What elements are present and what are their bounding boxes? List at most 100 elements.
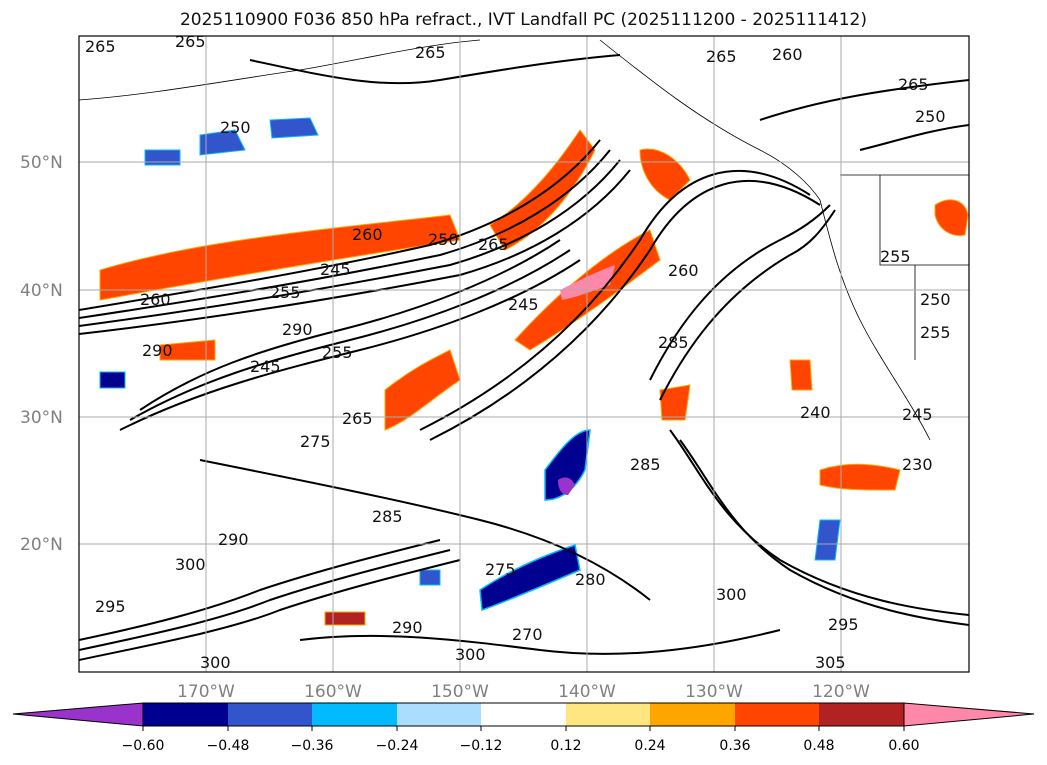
contour-label: 300 <box>716 585 747 604</box>
colorbar-segment <box>228 703 312 726</box>
lat-label-20n: 20°N <box>20 535 63 555</box>
coastline <box>79 39 481 101</box>
contour-line <box>199 459 651 601</box>
contour-label: 245 <box>902 405 933 424</box>
contour-label: 290 <box>142 341 173 360</box>
contour-line <box>119 259 581 431</box>
map-panel: 265 265 265 260 265 265 260 250 265 255 … <box>78 32 970 673</box>
contour-label: 275 <box>300 432 331 451</box>
contour-line <box>79 549 451 651</box>
contour-label: 285 <box>630 455 661 474</box>
contour-label: 265 <box>898 75 929 94</box>
coastline <box>819 199 931 441</box>
contour-line <box>649 204 831 381</box>
colorbar-segment <box>819 703 904 726</box>
contour-label: 300 <box>200 653 231 672</box>
colorbar-tick-label: 0.12 <box>550 738 581 754</box>
colorbar-tick-label: −0.36 <box>291 738 334 754</box>
contour-line <box>669 429 969 616</box>
lon-label-140w: 140°W <box>558 682 616 702</box>
colorbar-extend-high <box>903 702 1035 727</box>
contour-label: 290 <box>218 530 249 549</box>
contour-label: 260 <box>668 261 699 280</box>
contour-label: 290 <box>282 320 313 339</box>
shade-negative <box>144 149 181 166</box>
contour-line <box>759 79 969 121</box>
shade-negative <box>269 117 319 139</box>
shade-positive <box>819 463 901 491</box>
colorbar-segment <box>312 703 397 726</box>
shade-positive <box>659 384 691 421</box>
shade-negative <box>479 544 581 612</box>
colorbar-tick-label: 0.48 <box>803 738 834 754</box>
contour-label: 265 <box>85 37 116 56</box>
lat-label-50n: 50°N <box>20 153 63 173</box>
shade-positive <box>934 199 969 237</box>
contour-label: 250 <box>428 230 459 249</box>
lon-label-170w: 170°W <box>177 682 235 702</box>
colorbar-tick-label: −0.48 <box>207 738 250 754</box>
colorbar-segment <box>481 703 566 726</box>
contour-label: 265 <box>415 43 446 62</box>
coastline <box>599 39 821 201</box>
shade-negative <box>99 371 126 389</box>
lat-label-40n: 40°N <box>20 281 63 301</box>
contour-label: 285 <box>372 507 403 526</box>
shade-negative <box>199 129 246 156</box>
contour-label: 265 <box>478 235 509 254</box>
contour-line <box>299 629 781 655</box>
contour-line <box>79 169 631 335</box>
shade-negative <box>419 569 441 586</box>
contour-label: 295 <box>95 597 126 616</box>
contour-label: 255 <box>880 247 911 266</box>
contour-label: 230 <box>902 455 933 474</box>
state-border <box>879 175 969 266</box>
shade-negative <box>814 519 841 561</box>
contour-label: 245 <box>320 260 351 279</box>
colorbar-extend-low <box>12 702 144 727</box>
colorbar: −0.60 −0.48 −0.36 −0.24 −0.12 0.12 0.24 … <box>12 702 1035 754</box>
lon-label-160w: 160°W <box>304 682 362 702</box>
lat-label-30n: 30°N <box>20 408 63 428</box>
colorbar-tick-label: −0.24 <box>376 738 419 754</box>
lon-label-120w: 120°W <box>812 682 870 702</box>
figure-title: 2025110900 F036 850 hPa refract., IVT La… <box>179 10 867 30</box>
contour-label: 255 <box>270 283 301 302</box>
contour-label: 245 <box>508 295 539 314</box>
contour-label: 255 <box>920 323 951 342</box>
colorbar-tick-label: 0.60 <box>888 738 919 754</box>
colorbar-frame <box>142 702 905 727</box>
contour-label: 285 <box>658 333 689 352</box>
contour-line <box>859 124 969 151</box>
contour-line <box>249 54 621 85</box>
coastlines <box>79 39 969 441</box>
contour-labels: 265 265 265 260 265 265 260 250 265 255 … <box>85 32 951 672</box>
contour-label: 265 <box>706 47 737 66</box>
contour-label: 260 <box>352 225 383 244</box>
gridlines <box>79 36 969 672</box>
contour-label: 250 <box>915 107 946 126</box>
contour-label: 250 <box>920 290 951 309</box>
contour-line <box>79 149 611 319</box>
shade-positive <box>159 339 216 361</box>
colorbar-tick-label: −0.60 <box>122 738 165 754</box>
lon-label-150w: 150°W <box>431 682 489 702</box>
latitude-labels: 50°N 40°N 30°N 20°N <box>20 153 63 555</box>
shade-negative-min <box>558 477 575 495</box>
colorbar-segment <box>143 703 228 726</box>
colorbar-segment <box>650 703 735 726</box>
contour-label: 255 <box>322 343 353 362</box>
contour-label: 265 <box>342 409 373 428</box>
contour-line <box>419 170 811 431</box>
shade-positive <box>789 359 813 391</box>
contour-label: 305 <box>815 653 846 672</box>
colorbar-tick-marks <box>142 726 905 731</box>
contour-line <box>79 159 621 327</box>
contour-label: 265 <box>175 32 206 51</box>
contour-line <box>679 439 969 626</box>
contour-line <box>79 539 441 641</box>
map-frame <box>78 35 970 673</box>
refractivity-contours <box>79 54 969 661</box>
colorbar-segment <box>397 703 481 726</box>
lon-label-130w: 130°W <box>685 682 743 702</box>
